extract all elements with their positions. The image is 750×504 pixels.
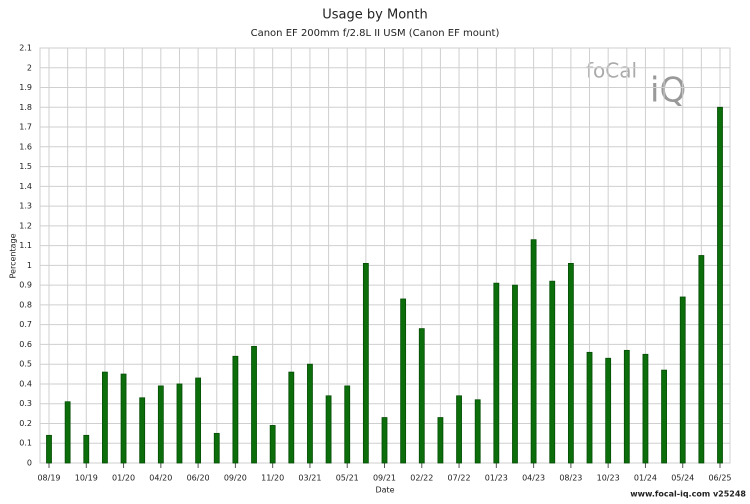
- y-tick-label: 0.8: [19, 300, 32, 309]
- bar: [307, 363, 313, 464]
- y-tick-label: 1.7: [19, 123, 32, 132]
- x-tick-label: 01/23: [485, 474, 508, 483]
- bar: [567, 263, 574, 464]
- x-tick-label: 10/23: [597, 474, 620, 483]
- x-tick-label: 04/20: [149, 474, 172, 483]
- bar: [139, 397, 146, 464]
- bar: [698, 255, 705, 464]
- bar: [381, 417, 388, 464]
- y-tick-label: 0.7: [19, 320, 32, 329]
- bar: [717, 106, 723, 464]
- bar: [64, 401, 71, 464]
- bar: [251, 346, 257, 464]
- x-tick-label: 08/23: [559, 474, 582, 483]
- bar: [605, 357, 612, 464]
- y-tick-label: 1.2: [19, 221, 32, 230]
- bar: [269, 425, 276, 464]
- y-tick-label: 0.3: [19, 399, 32, 408]
- y-tick-label: 1.6: [19, 142, 32, 151]
- x-tick-label: 07/22: [448, 474, 471, 483]
- chart-title: Usage by Month: [322, 8, 427, 23]
- x-tick-label: 05/24: [671, 474, 694, 483]
- bar: [586, 351, 593, 464]
- bar: [195, 377, 202, 464]
- bar: [474, 399, 481, 464]
- bar: [679, 296, 686, 464]
- x-tick-label: 02/22: [410, 474, 433, 483]
- bar: [176, 383, 183, 464]
- y-axis-label: Percentage: [9, 233, 18, 278]
- y-tick-label: 1.4: [19, 182, 32, 191]
- footer: www.focal-iq.com v25248: [630, 490, 746, 499]
- y-tick-label: 1.3: [19, 202, 32, 211]
- y-tick-label: 1.5: [19, 162, 32, 171]
- chart-subtitle: Canon EF 200mm f/2.8L II USM (Canon EF m…: [251, 28, 500, 39]
- bar: [102, 371, 108, 464]
- y-tick-label: 2: [27, 63, 32, 72]
- bar: [549, 280, 556, 464]
- x-tick-label: 01/24: [634, 474, 657, 483]
- y-tick-label: 0.4: [19, 379, 32, 388]
- x-tick-label: 06/20: [187, 474, 210, 483]
- logo-text: foCal: [586, 59, 637, 83]
- bar: [493, 282, 500, 464]
- y-tick-label: 0.6: [19, 340, 32, 349]
- bar: [642, 353, 649, 464]
- bar: [232, 355, 239, 464]
- bar: [362, 263, 369, 464]
- x-tick-label: 06/25: [708, 474, 731, 483]
- bar: [623, 349, 630, 464]
- y-tick-label: 0.5: [19, 360, 32, 369]
- bar: [530, 239, 537, 464]
- x-tick-label: 05/21: [336, 474, 359, 483]
- y-tick-label: 0: [27, 459, 32, 468]
- y-tick-label: 0.9: [19, 281, 32, 290]
- x-tick-label: 11/20: [261, 474, 284, 483]
- x-tick-label: 08/19: [37, 474, 60, 483]
- x-tick-label: 04/23: [522, 474, 545, 483]
- y-tick-label: 0.2: [19, 419, 32, 428]
- y-tick-label: 0.1: [19, 439, 32, 448]
- y-tick-label: 1.8: [19, 103, 32, 112]
- bar: [456, 395, 462, 464]
- x-tick-label: 01/20: [112, 474, 135, 483]
- bar: [46, 434, 52, 464]
- x-tick-label: 09/20: [224, 474, 247, 483]
- logo-text: iQ: [650, 71, 686, 111]
- bar: [157, 385, 164, 464]
- bar: [344, 385, 351, 464]
- bar: [400, 298, 407, 464]
- bar: [213, 432, 220, 464]
- bar: [120, 373, 127, 464]
- y-tick-label: 1.1: [19, 241, 32, 250]
- bar: [661, 369, 667, 464]
- bar: [288, 371, 295, 464]
- bar: [325, 395, 332, 464]
- x-tick-label: 03/21: [298, 474, 321, 483]
- y-tick-label: 2.1: [19, 44, 32, 53]
- x-tick-label: 09/21: [373, 474, 396, 483]
- bar: [418, 328, 425, 464]
- bar: [512, 284, 518, 464]
- x-axis-label: Date: [375, 486, 394, 495]
- x-tick-label: 10/19: [75, 474, 98, 483]
- bar: [437, 417, 444, 464]
- y-tick-label: 1.9: [19, 83, 32, 92]
- y-tick-label: 1: [27, 261, 32, 270]
- bar: [83, 434, 90, 464]
